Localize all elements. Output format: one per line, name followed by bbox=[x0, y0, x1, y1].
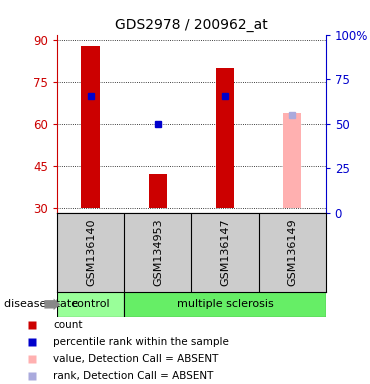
Text: percentile rank within the sample: percentile rank within the sample bbox=[53, 337, 229, 347]
Text: multiple sclerosis: multiple sclerosis bbox=[176, 299, 273, 310]
Text: GSM136147: GSM136147 bbox=[220, 218, 230, 286]
Text: GSM134953: GSM134953 bbox=[153, 218, 163, 286]
Text: disease state: disease state bbox=[4, 299, 78, 310]
Bar bbox=[216, 68, 235, 207]
Text: count: count bbox=[53, 320, 83, 330]
Text: rank, Detection Call = ABSENT: rank, Detection Call = ABSENT bbox=[53, 371, 213, 381]
Bar bbox=[57, 292, 124, 317]
Text: value, Detection Call = ABSENT: value, Detection Call = ABSENT bbox=[53, 354, 218, 364]
Bar bbox=[283, 113, 302, 207]
Bar bbox=[81, 46, 100, 207]
Bar bbox=[124, 292, 326, 317]
Title: GDS2978 / 200962_at: GDS2978 / 200962_at bbox=[115, 18, 268, 32]
Text: GSM136140: GSM136140 bbox=[86, 219, 96, 286]
Text: GSM136149: GSM136149 bbox=[287, 218, 297, 286]
Text: control: control bbox=[71, 299, 110, 310]
Bar bbox=[149, 174, 167, 207]
